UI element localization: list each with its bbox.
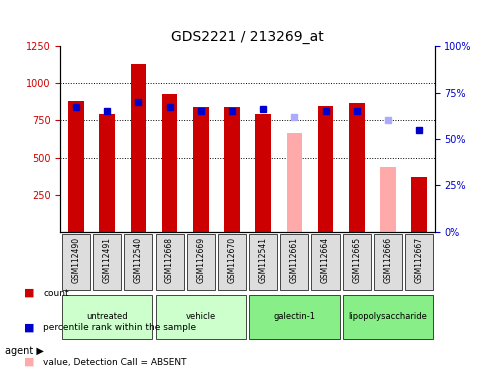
Text: GSM112669: GSM112669 (196, 237, 205, 283)
Text: GSM112668: GSM112668 (165, 237, 174, 283)
Text: GSM112666: GSM112666 (384, 237, 392, 283)
Bar (349, 103, 365, 232)
Bar (286, 133, 302, 232)
Text: GSM112540: GSM112540 (134, 237, 143, 283)
Text: galectin-1: galectin-1 (273, 312, 315, 321)
FancyBboxPatch shape (124, 234, 153, 290)
FancyBboxPatch shape (187, 234, 215, 290)
Text: GSM112490: GSM112490 (71, 237, 81, 283)
FancyBboxPatch shape (374, 234, 402, 290)
Bar (162, 94, 177, 232)
Text: GSM112664: GSM112664 (321, 237, 330, 283)
FancyBboxPatch shape (62, 295, 153, 339)
Text: lipopolysaccharide: lipopolysaccharide (348, 312, 427, 321)
Text: agent ▶: agent ▶ (5, 346, 43, 356)
Text: GSM112491: GSM112491 (103, 237, 112, 283)
Text: ■: ■ (24, 288, 35, 298)
FancyBboxPatch shape (218, 234, 246, 290)
Text: vehicle: vehicle (185, 312, 216, 321)
Text: value, Detection Call = ABSENT: value, Detection Call = ABSENT (43, 358, 187, 367)
Bar (193, 107, 209, 232)
Title: GDS2221 / 213269_at: GDS2221 / 213269_at (171, 30, 324, 44)
Text: percentile rank within the sample: percentile rank within the sample (43, 323, 197, 332)
Bar (99, 114, 115, 232)
FancyBboxPatch shape (342, 234, 371, 290)
Text: ■: ■ (24, 357, 35, 367)
Text: ■: ■ (24, 322, 35, 332)
FancyBboxPatch shape (156, 234, 184, 290)
FancyBboxPatch shape (405, 234, 433, 290)
Bar (130, 64, 146, 232)
FancyBboxPatch shape (342, 295, 433, 339)
Bar (68, 101, 84, 232)
FancyBboxPatch shape (62, 234, 90, 290)
Bar (256, 114, 271, 232)
Bar (412, 177, 427, 232)
Text: GSM112667: GSM112667 (414, 237, 424, 283)
Text: GSM112665: GSM112665 (352, 237, 361, 283)
Text: GSM112670: GSM112670 (227, 237, 237, 283)
FancyBboxPatch shape (280, 234, 308, 290)
Bar (318, 106, 333, 232)
FancyBboxPatch shape (249, 295, 340, 339)
Text: GSM112541: GSM112541 (258, 237, 268, 283)
FancyBboxPatch shape (249, 234, 277, 290)
Bar (380, 167, 396, 232)
Bar (224, 107, 240, 232)
Text: GSM112661: GSM112661 (290, 237, 299, 283)
Text: count: count (43, 289, 69, 298)
Text: untreated: untreated (86, 312, 128, 321)
FancyBboxPatch shape (312, 234, 340, 290)
FancyBboxPatch shape (93, 234, 121, 290)
FancyBboxPatch shape (156, 295, 246, 339)
